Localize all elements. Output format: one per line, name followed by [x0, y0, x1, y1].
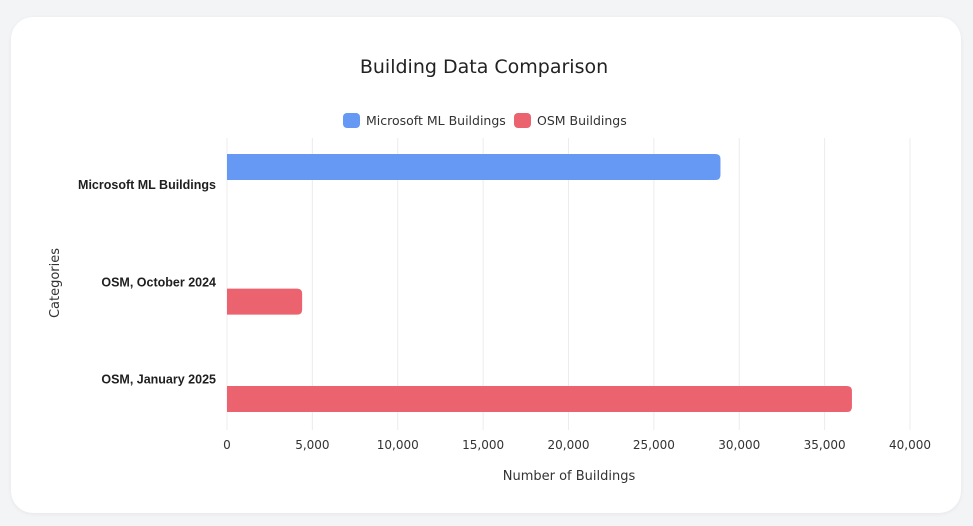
bars	[227, 154, 852, 412]
legend-label-microsoft[interactable]: Microsoft ML Buildings	[366, 113, 506, 128]
x-tick-label: 0	[223, 438, 231, 452]
legend: Microsoft ML Buildings OSM Buildings	[343, 113, 627, 128]
x-tick-label: 5,000	[295, 438, 329, 452]
legend-swatch-microsoft[interactable]	[343, 113, 360, 128]
bar-osm[interactable]	[227, 288, 303, 315]
bar-osm[interactable]	[227, 386, 852, 412]
x-tick-label: 35,000	[804, 438, 846, 452]
chart-card	[11, 17, 961, 513]
category-labels: Microsoft ML Buildings OSM, October 2024 O…	[78, 178, 216, 387]
x-tick-label: 15,000	[462, 438, 504, 452]
x-tick-label: 25,000	[633, 438, 675, 452]
x-tick-labels: 0 5,000 10,000 15,000 20,000 25,000 30,000 35,0…	[223, 438, 931, 452]
chart-title: Building Data Comparison	[360, 56, 608, 78]
x-axis-title: Number of Buildings	[503, 469, 636, 484]
y-axis-title: Categories	[48, 248, 63, 318]
x-tick-label: 10,000	[377, 438, 419, 452]
category-label: Microsoft ML Buildings	[78, 178, 216, 192]
gridlines	[226, 138, 911, 430]
x-tick-label: 30,000	[718, 438, 760, 452]
x-tick-label: 40,000	[889, 438, 931, 452]
category-label: OSM, January 2025	[101, 373, 216, 387]
legend-swatch-osm[interactable]	[514, 113, 531, 128]
x-tick-label: 20,000	[548, 438, 590, 452]
category-label: OSM, October 2024	[101, 275, 216, 289]
legend-label-osm[interactable]: OSM Buildings	[537, 113, 627, 128]
bar-microsoft[interactable]	[227, 154, 721, 180]
